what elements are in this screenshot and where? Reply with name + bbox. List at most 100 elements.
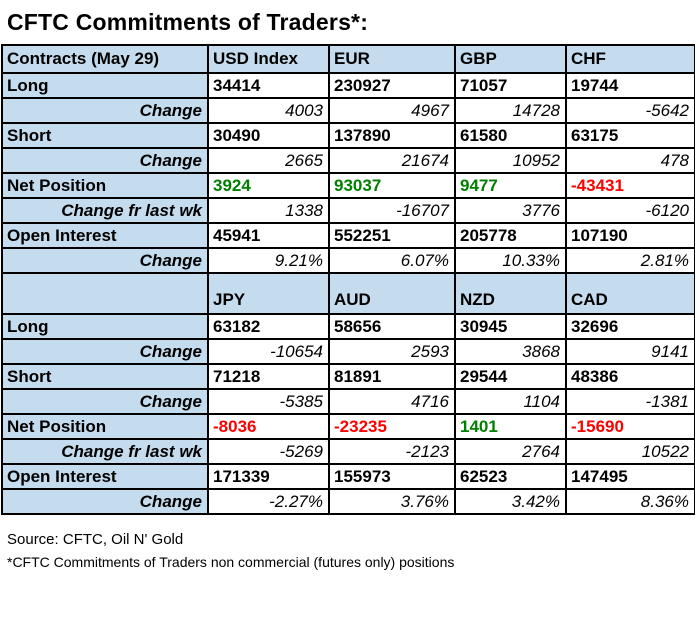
cell: 19744 (565, 72, 695, 99)
row-label: Net Position (1, 172, 209, 199)
cell: 29544 (454, 363, 567, 390)
table-row-long: Long 63182 58656 30945 32696 (1, 313, 695, 340)
table-row-change: Change -10654 2593 3868 9141 (1, 338, 695, 365)
cell: 30490 (207, 122, 330, 149)
cell: 63182 (207, 313, 330, 340)
definition-note: *CFTC Commitments of Traders non commerc… (7, 554, 455, 570)
row-label: Change (1, 247, 209, 274)
cell: 9477 (454, 172, 567, 199)
cell: 45941 (207, 222, 330, 249)
table-row-open-interest: Open Interest 171339 155973 62523 147495 (1, 463, 695, 490)
cell: 552251 (328, 222, 456, 249)
cell: 48386 (565, 363, 695, 390)
cell: 478 (565, 147, 695, 174)
cell: -1381 (565, 388, 695, 415)
cell: -5642 (565, 97, 695, 124)
cell: 10.33% (454, 247, 567, 274)
cell: -43431 (565, 172, 695, 199)
cell: 2665 (207, 147, 330, 174)
cell: 4003 (207, 97, 330, 124)
cell: 21674 (328, 147, 456, 174)
cell: 2593 (328, 338, 456, 365)
table-row-short: Short 30490 137890 61580 63175 (1, 122, 695, 149)
row-label: Change fr last wk (1, 197, 209, 224)
cell: -2123 (328, 438, 456, 465)
cell: -23235 (328, 413, 456, 440)
table-row-change: Change -5385 4716 1104 -1381 (1, 388, 695, 415)
column-header-aud: AUD (328, 272, 456, 315)
cell: 1401 (454, 413, 567, 440)
page-title: CFTC Commitments of Traders*: (7, 9, 369, 35)
cell: 32696 (565, 313, 695, 340)
cell: 147495 (565, 463, 695, 490)
column-header-nzd: NZD (454, 272, 567, 315)
cell: 1104 (454, 388, 567, 415)
cell: -10654 (207, 338, 330, 365)
row-label-header: Contracts (May 29) (1, 44, 209, 74)
row-label: Open Interest (1, 463, 209, 490)
table-row-change: Change 4003 4967 14728 -5642 (1, 97, 695, 124)
table-row-long: Long 34414 230927 71057 19744 (1, 72, 695, 99)
row-label: Change (1, 488, 209, 515)
row-label: Short (1, 363, 209, 390)
row-label: Change (1, 147, 209, 174)
cell: 171339 (207, 463, 330, 490)
table-row-change-fr-last-wk: Change fr last wk -5269 -2123 2764 10522 (1, 438, 695, 465)
cell: 8.36% (565, 488, 695, 515)
row-label: Change (1, 338, 209, 365)
cell: 9141 (565, 338, 695, 365)
cell: -2.27% (207, 488, 330, 515)
cell: 6.07% (328, 247, 456, 274)
row-label: Net Position (1, 413, 209, 440)
cell: 63175 (565, 122, 695, 149)
cell: -6120 (565, 197, 695, 224)
cell: 30945 (454, 313, 567, 340)
row-label: Long (1, 72, 209, 99)
cell: 1338 (207, 197, 330, 224)
cell: 4716 (328, 388, 456, 415)
table-row-change: Change -2.27% 3.76% 3.42% 8.36% (1, 488, 695, 515)
cell: 81891 (328, 363, 456, 390)
section-2-header-row: JPY AUD NZD CAD (1, 272, 695, 315)
cell: 155973 (328, 463, 456, 490)
cell: 137890 (328, 122, 456, 149)
row-label: Short (1, 122, 209, 149)
column-header-gbp: GBP (454, 44, 567, 74)
cell: 2.81% (565, 247, 695, 274)
column-header-jpy: JPY (207, 272, 330, 315)
cell: 107190 (565, 222, 695, 249)
cell: -15690 (565, 413, 695, 440)
cell: 71057 (454, 72, 567, 99)
cot-table: Contracts (May 29) USD Index EUR GBP CHF Long… (1, 44, 695, 515)
row-label: Long (1, 313, 209, 340)
cell: 71218 (207, 363, 330, 390)
cell: 3924 (207, 172, 330, 199)
cell: 93037 (328, 172, 456, 199)
footer: Source: CFTC, Oil N' Gold *CFTC Commitme… (0, 515, 695, 570)
cell: 10952 (454, 147, 567, 174)
table-row-change-fr-last-wk: Change fr last wk 1338 -16707 3776 -6120 (1, 197, 695, 224)
table-row-net-position: Net Position -8036 -23235 1401 -15690 (1, 413, 695, 440)
cell: -8036 (207, 413, 330, 440)
table-row-net-position: Net Position 3924 93037 9477 -43431 (1, 172, 695, 199)
cell: 9.21% (207, 247, 330, 274)
cell: 14728 (454, 97, 567, 124)
row-label: Change fr last wk (1, 438, 209, 465)
cell: 62523 (454, 463, 567, 490)
cell: 230927 (328, 72, 456, 99)
table-row-change: Change 9.21% 6.07% 10.33% 2.81% (1, 247, 695, 274)
cell: -5385 (207, 388, 330, 415)
row-label: Open Interest (1, 222, 209, 249)
cell: 61580 (454, 122, 567, 149)
cell: 34414 (207, 72, 330, 99)
cell: -5269 (207, 438, 330, 465)
cell: 205778 (454, 222, 567, 249)
source-note: Source: CFTC, Oil N' Gold (7, 531, 184, 548)
row-label: Change (1, 388, 209, 415)
blank-header-cell (1, 272, 209, 315)
cell: 10522 (565, 438, 695, 465)
cell: 4967 (328, 97, 456, 124)
row-label: Change (1, 97, 209, 124)
cell: 3.76% (328, 488, 456, 515)
